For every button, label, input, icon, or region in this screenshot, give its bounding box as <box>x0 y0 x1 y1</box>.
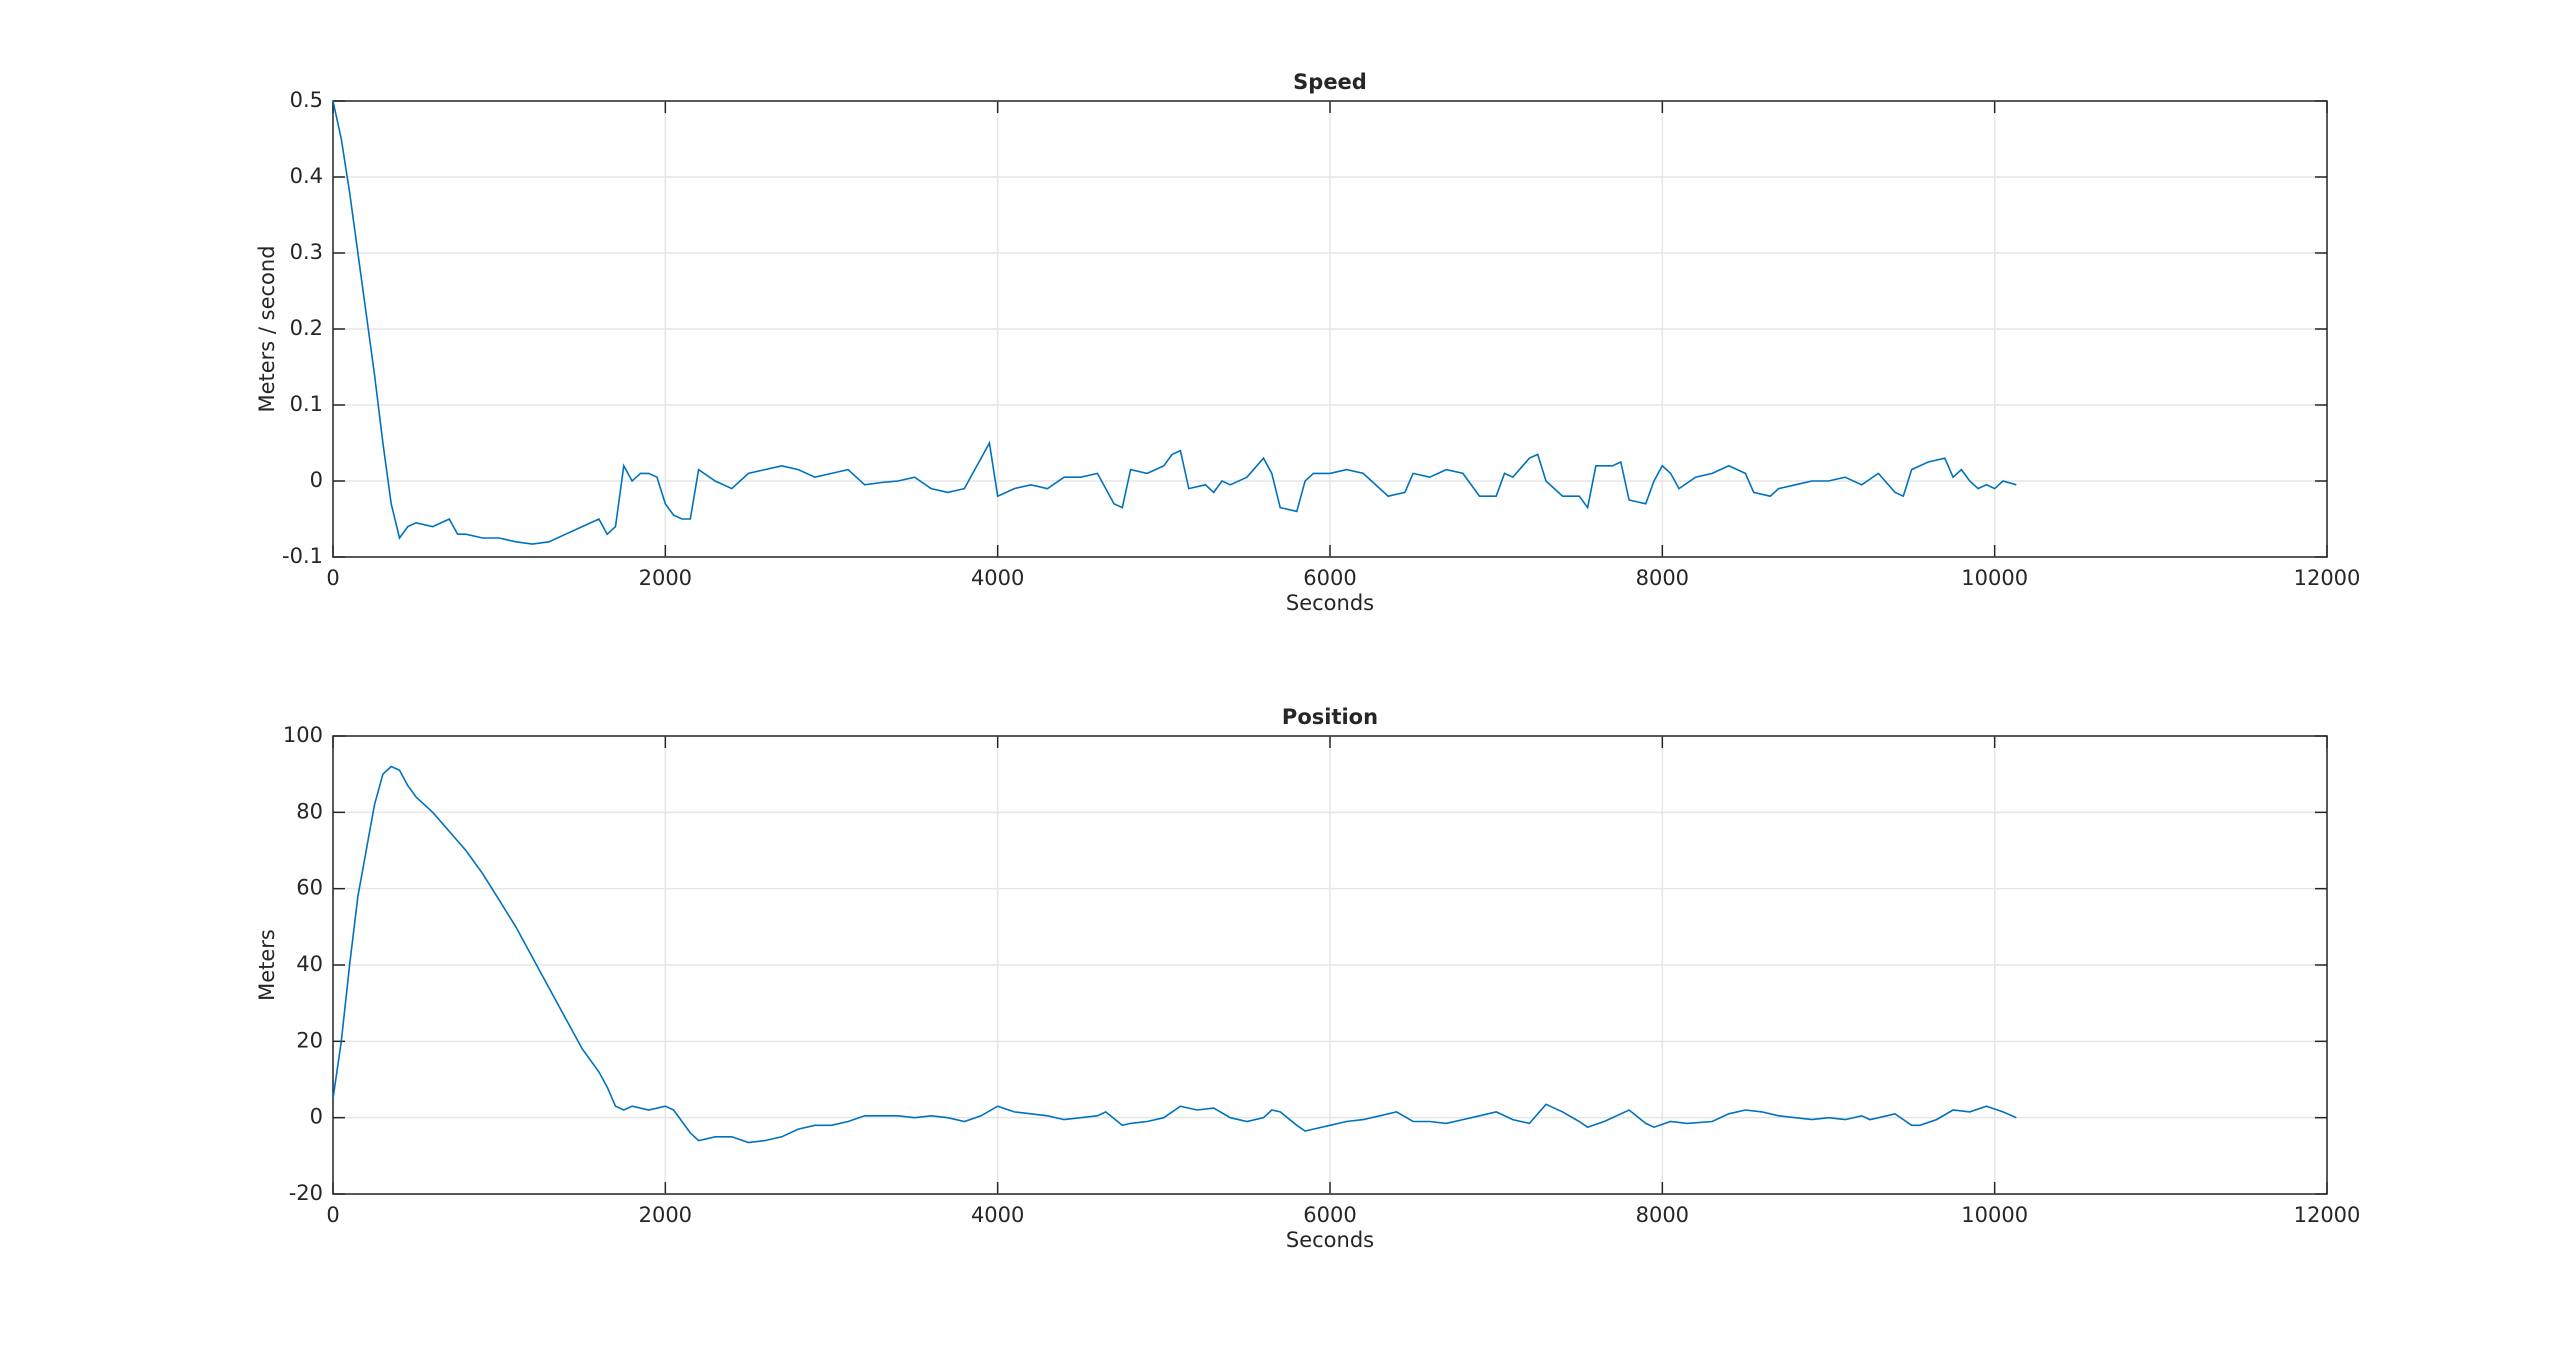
x-tick-label: 6000 <box>1303 1203 1356 1227</box>
y-tick-label: 0.1 <box>290 392 323 416</box>
chart-title: Speed <box>1293 70 1367 94</box>
x-tick-label: 12000 <box>2294 566 2361 590</box>
x-tick-label: 6000 <box>1303 566 1356 590</box>
y-tick-label: 60 <box>296 876 323 900</box>
y-tick-label: 80 <box>296 799 323 823</box>
y-tick-label: 0.4 <box>290 164 323 188</box>
y-tick-label: 20 <box>296 1028 323 1052</box>
x-axis-label: Seconds <box>1286 591 1374 615</box>
y-axis-label: Meters / second <box>255 245 279 412</box>
y-tick-label: 0.2 <box>290 316 323 340</box>
y-axis-label: Meters <box>255 929 279 1001</box>
y-tick-label: 0.5 <box>290 88 323 112</box>
data-line <box>332 100 2017 545</box>
plot-border <box>332 100 2328 558</box>
x-tick-label: 4000 <box>971 1203 1024 1227</box>
x-tick-label: 12000 <box>2294 1203 2361 1227</box>
x-tick-label: 2000 <box>639 566 692 590</box>
plot-border <box>332 735 2328 1195</box>
x-tick-label: 8000 <box>1636 566 1689 590</box>
chart-title: Position <box>1282 705 1378 729</box>
x-tick-label: 4000 <box>971 566 1024 590</box>
x-tick-label: 10000 <box>1961 1203 2028 1227</box>
y-tick-label: 40 <box>296 952 323 976</box>
y-tick-label: -20 <box>289 1181 323 1205</box>
x-axis-label: Seconds <box>1286 1228 1374 1252</box>
x-tick-label: 2000 <box>639 1203 692 1227</box>
y-tick-label: -0.1 <box>282 544 323 568</box>
y-tick-label: 0 <box>310 468 323 492</box>
data-line <box>332 765 2017 1144</box>
y-tick-label: 100 <box>283 723 323 747</box>
x-tick-label: 10000 <box>1961 566 2028 590</box>
x-tick-label: 0 <box>326 1203 339 1227</box>
x-tick-label: 0 <box>326 566 339 590</box>
y-tick-label: 0 <box>310 1105 323 1129</box>
x-tick-label: 8000 <box>1636 1203 1689 1227</box>
y-tick-label: 0.3 <box>290 240 323 264</box>
